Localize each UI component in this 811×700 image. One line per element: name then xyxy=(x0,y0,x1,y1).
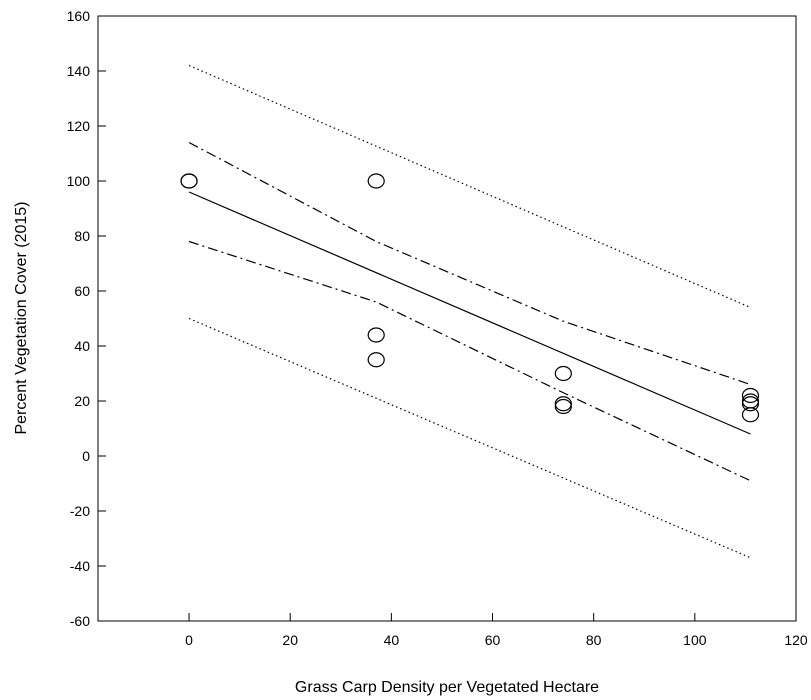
y-tick-label: 100 xyxy=(67,173,91,189)
y-tick-label: 140 xyxy=(67,63,91,79)
data-point xyxy=(741,387,760,404)
x-tick-label: 80 xyxy=(586,632,602,648)
data-point xyxy=(367,352,385,368)
y-tick-label: 0 xyxy=(82,448,90,464)
data-point xyxy=(180,173,198,189)
x-axis: 0 20 40 60 80 100 120 xyxy=(185,613,808,648)
x-tick-label: 40 xyxy=(384,632,400,648)
y-axis-title: Percent Vegetation Cover (2015) xyxy=(13,201,30,434)
y-tick-label: -40 xyxy=(70,558,90,574)
data-point xyxy=(367,327,385,343)
y-tick-label: 60 xyxy=(74,283,90,299)
prediction-band-lower xyxy=(188,317,751,559)
x-tick-label: 60 xyxy=(485,632,501,648)
y-tick-label: -60 xyxy=(70,613,90,629)
x-axis-title: Grass Carp Density per Vegetated Hectare xyxy=(295,679,599,696)
x-tick-label: 120 xyxy=(784,632,808,648)
y-tick-label: -20 xyxy=(70,503,90,519)
x-tick-label: 0 xyxy=(185,632,193,648)
confidence-band-lower xyxy=(188,240,751,482)
confidence-band-upper xyxy=(188,141,751,386)
y-tick-label: 20 xyxy=(74,393,90,409)
y-tick-label: 80 xyxy=(74,228,90,244)
data-point xyxy=(741,407,760,423)
plot-frame xyxy=(97,15,797,622)
y-tick-label: 120 xyxy=(67,118,91,134)
regression-line xyxy=(188,191,751,435)
x-tick-label: 100 xyxy=(683,632,707,648)
x-tick-label: 20 xyxy=(282,632,298,648)
y-axis: -60 -40 -20 0 20 40 60 80 100 120 140 160 xyxy=(67,8,106,629)
bands xyxy=(188,64,751,559)
y-tick-label: 160 xyxy=(67,8,91,24)
prediction-band-upper xyxy=(188,64,751,309)
data-point xyxy=(367,173,385,189)
data-point xyxy=(554,396,572,412)
y-tick-label: 40 xyxy=(74,338,90,354)
data-point xyxy=(554,365,572,382)
data-points xyxy=(180,173,760,423)
data-point xyxy=(741,396,760,412)
data-point xyxy=(554,398,572,415)
